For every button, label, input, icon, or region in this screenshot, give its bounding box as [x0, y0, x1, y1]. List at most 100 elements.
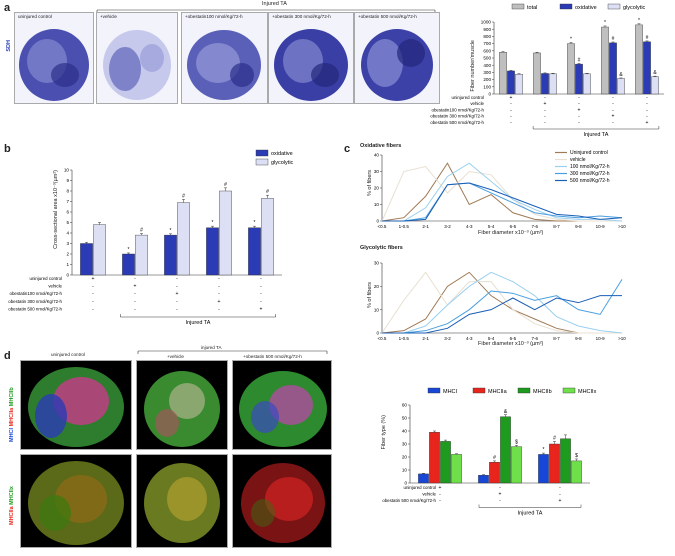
y-tick-label: 1000 — [481, 20, 492, 25]
c1-x-tick-label: 7-6 — [531, 224, 538, 229]
y-tick-label: 60 — [402, 403, 408, 408]
condition-sign: - — [578, 114, 580, 120]
condition-label: uninjured control — [404, 485, 436, 490]
significance-mark: * — [254, 220, 256, 226]
condition-sign: + — [646, 120, 649, 126]
bar — [478, 475, 489, 484]
significance-mark: * — [212, 220, 214, 226]
fluor-obestatin500-row1 — [232, 360, 332, 450]
sdh-tissue — [274, 29, 348, 101]
condition-sign: + — [612, 114, 615, 120]
condition-sign: - — [218, 276, 220, 282]
condition-sign: - — [578, 101, 580, 107]
c1-y-tick-label: 10 — [374, 202, 380, 207]
condition-sign: - — [134, 276, 136, 282]
c2-series-line — [382, 279, 623, 334]
legend-d-label: MHCIIx — [578, 389, 597, 395]
c2-y-tick-label: 0 — [376, 331, 379, 336]
c2-x-tick-label: >10 — [618, 336, 626, 341]
c2-x-tick-label: 10-9 — [596, 336, 606, 341]
c1-x-tick-label: 6-5 — [510, 224, 517, 229]
condition-sign: - — [510, 120, 512, 126]
y-tick-label: 200 — [483, 77, 491, 82]
c1-x-tick-label: 2-1 — [422, 224, 429, 229]
legend-d-label: MHCIIb — [533, 389, 552, 395]
condition-sign: + — [176, 291, 179, 297]
c2-x-tick-label: 9-8 — [575, 336, 582, 341]
condition-sign: - — [578, 120, 580, 126]
condition-label: obestatin100 nmol/Kg/72-h — [10, 291, 63, 296]
condition-sign: - — [92, 284, 94, 290]
y-tick-label: 2 — [66, 252, 69, 257]
significance-mark: * — [128, 247, 130, 253]
condition-sign: - — [218, 306, 220, 312]
legend-b-label: oxidative — [271, 151, 293, 157]
c1-y-tick-label: 20 — [374, 186, 380, 191]
significance-mark: & — [504, 409, 508, 415]
condition-sign: - — [92, 299, 94, 305]
chart-c2-xlabel: Fiber diameter x10⁻³ (µm²) — [478, 341, 544, 347]
fluor-tissue — [144, 463, 220, 543]
c1-x-tick-label: >10 — [618, 224, 626, 229]
condition-label: vehicle — [470, 101, 484, 106]
c2-x-tick-label: 8-7 — [553, 336, 560, 341]
c2-x-tick-label: 5-4 — [488, 336, 495, 341]
condition-sign: - — [134, 299, 136, 305]
c1-x-tick-label: 8-7 — [553, 224, 560, 229]
bar — [440, 441, 451, 484]
c1-x-tick-label: 10-9 — [596, 224, 606, 229]
condition-sign: - — [176, 276, 178, 282]
y-tick-label: 4 — [66, 231, 69, 236]
condition-label: obestatin 300 nmol/Kg/72-h — [430, 114, 484, 119]
fluor-uninjured-row2 — [20, 454, 132, 548]
condition-sign: - — [260, 284, 262, 290]
c1-x-tick-label: 4-3 — [466, 224, 473, 229]
significance-mark: # — [493, 455, 496, 461]
condition-label: obestatin 500 nmol/Kg/72-h — [8, 306, 62, 311]
legend-a-label: glycolytic — [623, 5, 646, 11]
c2-x-tick-label: 6-5 — [510, 336, 517, 341]
condition-sign: - — [260, 291, 262, 297]
fluor-tissue — [144, 371, 220, 447]
bar — [511, 446, 522, 484]
panel-a-injured-label: Injured TA — [262, 1, 287, 7]
bar — [549, 443, 560, 484]
condition-sign: - — [499, 485, 501, 491]
micrograph-uninjured: uninjured control — [14, 12, 94, 104]
condition-label: vehicle — [48, 284, 62, 289]
c1-y-tick-label: 40 — [374, 153, 380, 158]
condition-sign: - — [646, 114, 648, 120]
condition-sign: + — [439, 485, 442, 491]
condition-label: obestatin100 nmol/Kg/72-h — [432, 107, 485, 112]
condition-sign: - — [176, 284, 178, 290]
condition-sign: - — [612, 120, 614, 126]
condition-sign: - — [176, 306, 178, 312]
significance-mark: $ — [575, 453, 578, 459]
significance-mark: # — [182, 193, 185, 199]
c2-x-tick-label: <0.5 — [378, 336, 387, 341]
legend-a-label: oxidative — [575, 5, 597, 11]
significance-mark: # — [612, 36, 615, 42]
significance-mark: # — [224, 182, 227, 188]
group-label: Injured TA — [584, 132, 609, 138]
c1-y-tick-label: 0 — [376, 219, 379, 224]
significance-mark: & — [653, 70, 657, 76]
bar — [489, 462, 500, 484]
y-tick-label: 700 — [483, 41, 491, 46]
legend-d-swatch — [472, 387, 486, 394]
condition-sign: + — [499, 492, 502, 498]
condition-label: uninjured control — [452, 95, 484, 100]
micrograph-obestatin300: +obestatin 300 nmol/Kg/72-h — [268, 12, 354, 104]
panel-b-letter: b — [4, 143, 11, 155]
condition-sign: - — [612, 101, 614, 107]
y-tick-label: 50 — [402, 416, 408, 421]
y-tick-label: 100 — [483, 84, 491, 89]
c1-x-tick-label: 5-4 — [488, 224, 495, 229]
legend-c-label: 500 nmol/Kg/72-h — [570, 178, 610, 184]
legend-b-swatch — [255, 149, 269, 157]
y-tick-label: 6 — [66, 210, 69, 215]
c2-x-tick-label: 7-6 — [531, 336, 538, 341]
condition-sign: + — [544, 101, 547, 107]
c2-series-line — [381, 271, 622, 334]
